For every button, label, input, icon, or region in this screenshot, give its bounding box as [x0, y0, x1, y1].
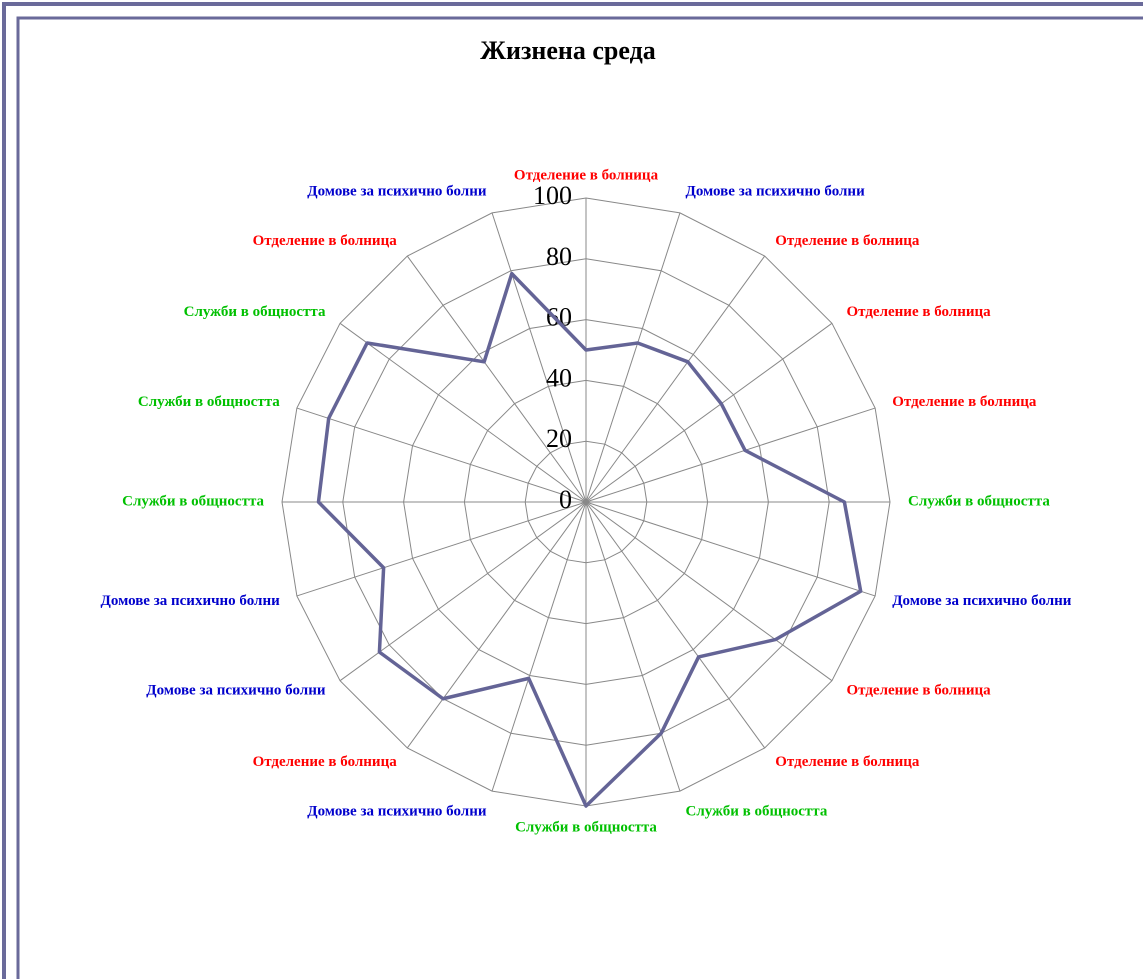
inner-frame: [16, 16, 1143, 979]
y-tick-label: 20: [546, 424, 572, 453]
spoke: [585, 322, 833, 503]
category-label: Отделение в болница: [847, 683, 992, 699]
category-label: Домове за психично болни: [892, 593, 1072, 609]
category-label: Отделение в болница: [847, 304, 992, 320]
category-label: Домове за психично болни: [307, 803, 487, 819]
category-label: Отделение в болница: [775, 233, 920, 249]
category-label: Домове за психично болни: [307, 183, 487, 199]
category-label: Домове за психично болни: [686, 183, 866, 199]
spoke: [296, 407, 587, 503]
category-label: Домове за психично болни: [146, 683, 326, 699]
spoke: [491, 212, 587, 503]
spoke: [491, 501, 587, 792]
series-line: [316, 271, 863, 808]
category-label: Служби в общността: [686, 803, 828, 819]
category-label: Отделение в болница: [253, 754, 398, 770]
y-tick-label: 0: [559, 485, 572, 514]
y-tick-label: 100: [533, 181, 572, 210]
category-label: Отделение в болница: [514, 167, 659, 183]
spoke: [585, 255, 766, 503]
category-label: Служби в общността: [184, 304, 326, 320]
y-tick-label: 60: [546, 303, 572, 332]
spoke: [585, 501, 681, 792]
category-label: Домове за психично болни: [101, 593, 281, 609]
category-label: Отделение в болница: [775, 754, 920, 770]
spoke: [585, 501, 876, 597]
spoke: [406, 501, 587, 749]
spoke: [339, 322, 587, 503]
spoke: [296, 501, 587, 597]
category-label: Служби в общността: [138, 394, 280, 410]
spoke: [585, 212, 681, 503]
category-label: Отделение в болница: [253, 233, 398, 249]
spoke: [339, 501, 587, 682]
category-label: Служби в общността: [122, 493, 264, 509]
spoke: [406, 255, 587, 503]
y-tick-label: 40: [546, 363, 572, 392]
y-tick-label: 80: [546, 242, 572, 271]
category-label: Служби в общността: [515, 819, 657, 835]
category-label: Служби в общността: [908, 493, 1050, 509]
spoke: [585, 501, 766, 749]
category-label: Отделение в болница: [892, 394, 1037, 410]
chart-title: Жизнена среда: [480, 36, 656, 65]
spoke: [585, 501, 833, 682]
spoke: [585, 407, 876, 503]
